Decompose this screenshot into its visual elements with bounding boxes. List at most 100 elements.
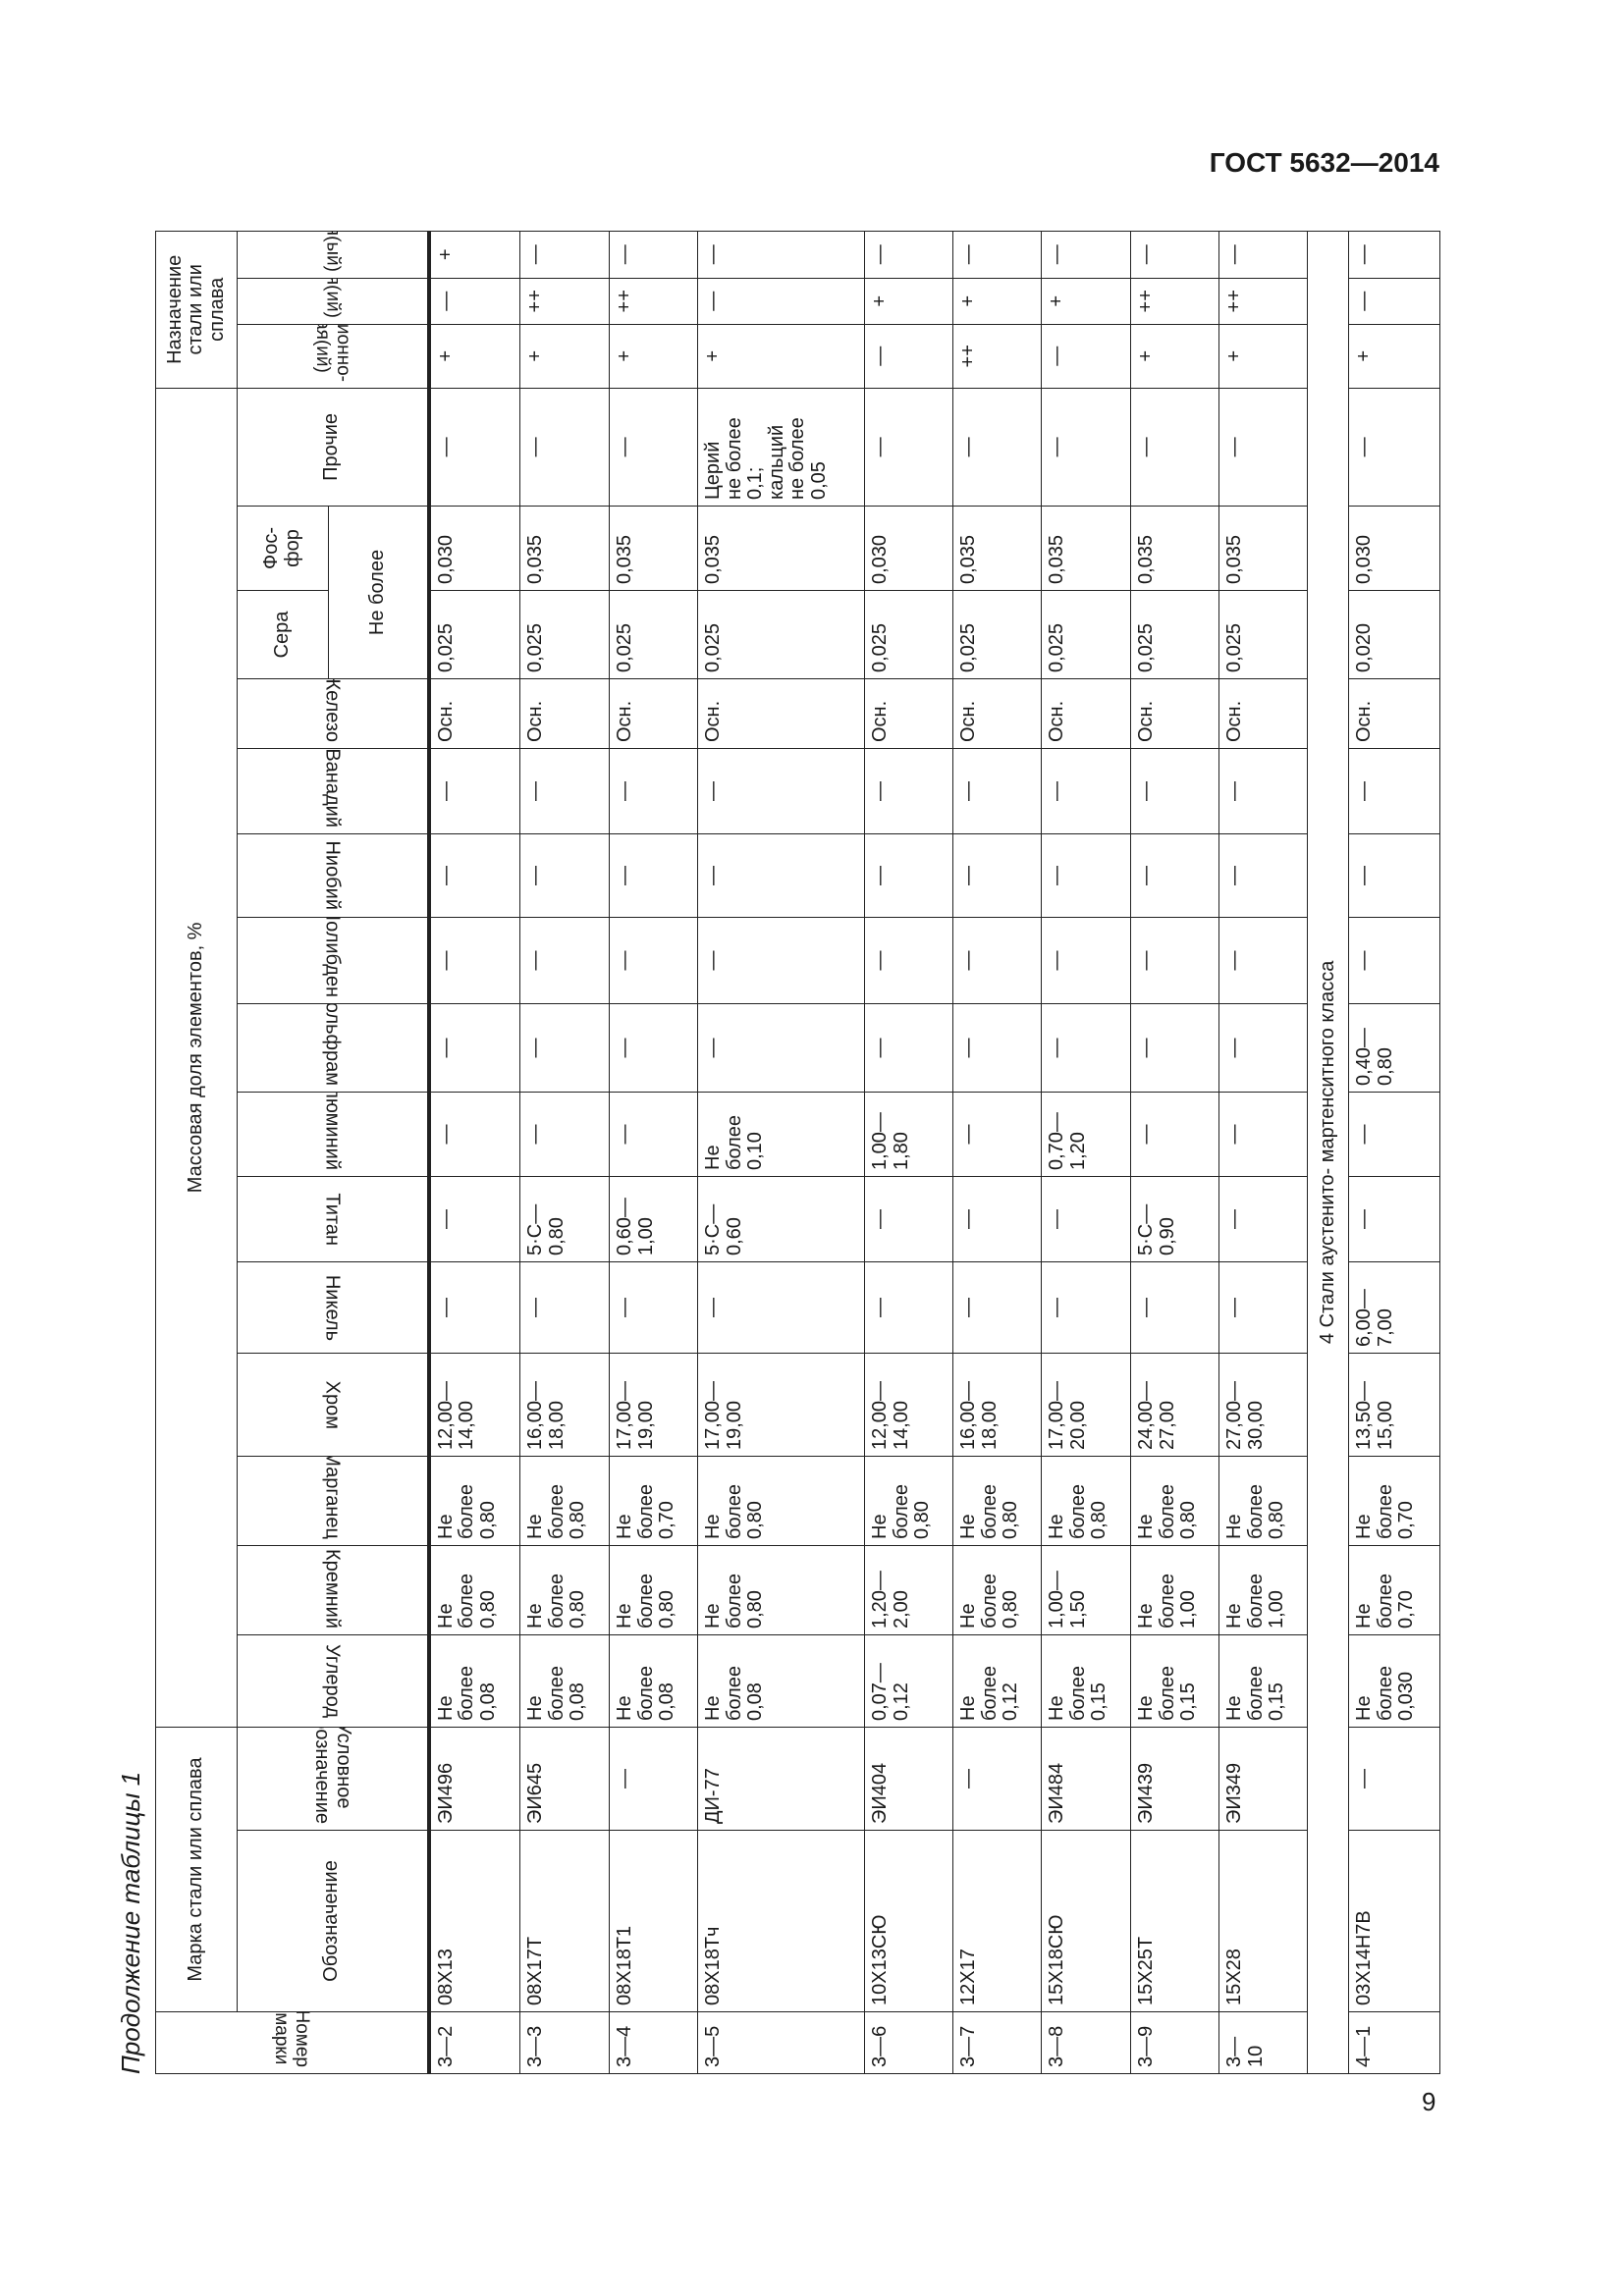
table-cell: Не более 0,80 <box>1041 1456 1131 1546</box>
table-cell: — <box>1130 833 1219 918</box>
table-cell: — <box>864 324 953 389</box>
table-cell: 5·С— 0,80 <box>519 1176 610 1262</box>
table-cell: — <box>952 1092 1042 1177</box>
table-cell: — <box>519 1003 610 1093</box>
table-cell: — <box>519 1261 610 1354</box>
table-cell: 0,035 <box>697 506 865 591</box>
grade-designation-cell: 15Х25Т <box>1130 1830 1219 2012</box>
table-cell: — <box>428 388 520 507</box>
table-cell: Осн. <box>1218 678 1308 749</box>
table-cell: ЭИ645 <box>519 1727 610 1831</box>
table-cell: — <box>952 748 1042 834</box>
table-cell: Не более 0,08 <box>609 1634 698 1728</box>
table-cell: 17,00— 19,00 <box>609 1353 698 1457</box>
table-cell: 16,00— 18,00 <box>519 1353 610 1457</box>
table-cell: — <box>1348 1176 1440 1262</box>
table-cell: — <box>1218 231 1308 279</box>
table-cell: — <box>697 278 865 325</box>
header-molybdenum-label: Молибден <box>322 917 345 998</box>
header-grade: Марка стали или сплава <box>155 1727 238 2012</box>
header-purpose: Назначение стали или сплава <box>155 231 238 389</box>
table-cell: Не более 0,80 <box>519 1456 610 1546</box>
table-cell: — <box>697 917 865 1004</box>
table-cell: Осн. <box>697 678 865 749</box>
table-cell: — <box>1218 1092 1308 1177</box>
table-cell: — <box>609 388 698 507</box>
table-cell: — <box>697 748 865 834</box>
header-titanium-label: Титан <box>322 1193 345 1246</box>
table-cell: 24,00— 27,00 <box>1130 1353 1219 1457</box>
table-cell: — <box>1218 748 1308 834</box>
table-cell: — <box>952 833 1042 918</box>
header-conventional-label: Условное обозначение <box>311 1727 354 1825</box>
table-cell: — <box>1348 833 1440 918</box>
table-cell: + <box>428 231 520 279</box>
grade-designation-cell: 03Х14Н7В <box>1348 1830 1440 2012</box>
header-aluminium: Алюминий <box>237 1092 429 1177</box>
table-cell: Не более 0,70 <box>609 1456 698 1546</box>
table-cell: — <box>1041 1003 1131 1093</box>
header-heat-proof: Жаропрочная(ый) <box>237 231 429 279</box>
grade-designation-cell: 08Х13 <box>428 1830 520 2012</box>
table-cell: 0,60— 1,00 <box>609 1176 698 1262</box>
table-cell: — <box>609 1261 698 1354</box>
table-cell: Осн. <box>1041 678 1131 749</box>
table-cell: 0,025 <box>697 590 865 679</box>
header-other-label: Прочие <box>320 412 343 481</box>
table-row: 4—1 03Х14Н7В — Не более 0,030 Не более 0,70 Н… <box>1348 231 1440 2074</box>
table-cell: 0,030 <box>864 506 953 591</box>
table-cell: + <box>428 324 520 389</box>
header-heat-proof-label: Жаропрочная(ый) <box>322 231 344 272</box>
table-row: 3—8 15Х18СЮ ЭИ484 Не более 0,15 1,00— 1,50 Не… <box>1041 231 1131 2074</box>
table-cell: — <box>1130 1092 1219 1177</box>
table-cell: — <box>609 833 698 918</box>
table-cell: 0,035 <box>1218 506 1308 591</box>
table-cell: Не более 0,80 <box>697 1456 865 1546</box>
table-cell: 0,025 <box>864 590 953 679</box>
table-cell: + <box>1130 324 1219 389</box>
table-cell: 0,035 <box>952 506 1042 591</box>
table-cell: 0,020 <box>1348 590 1440 679</box>
table-cell: — <box>519 1092 610 1177</box>
table-cell: Не более 0,80 <box>1130 1456 1219 1546</box>
header-iron: Железо <box>237 678 429 749</box>
table-row: 3—4 08Х18Т1— Не более 0,08 Не более 0,80 Не … <box>609 231 698 2074</box>
grade-designation-cell: 15Х28 <box>1218 1830 1308 2012</box>
table-cell: — <box>1130 231 1219 279</box>
header-corrosion-label: Коррозионно- стойкая(ий) <box>312 324 353 382</box>
table-row: 3—2 08Х13 ЭИ496 Не более 0,08 Не более 0,80 Н… <box>428 231 520 2074</box>
table-cell: ++ <box>1218 278 1308 325</box>
table-cell: — <box>952 231 1042 279</box>
header-mass-fraction: Массовая доля элементов, % <box>155 388 238 1728</box>
table-cell: + <box>864 278 953 325</box>
table-cell: ++ <box>952 324 1042 389</box>
table-cell: 0,70— 1,20 <box>1041 1092 1131 1177</box>
section-title: 4 Стали аустенито- мартенситного класса <box>1307 231 1349 2074</box>
table-cell: ЭИ349 <box>1218 1727 1308 1831</box>
header-silicon: Кремний <box>237 1545 429 1635</box>
table-cell: 0,025 <box>1130 590 1219 679</box>
header-iron-label: Железо <box>322 678 345 743</box>
table-cell: 0,025 <box>1218 590 1308 679</box>
header-molybdenum: Молибден <box>237 917 429 1004</box>
header-sulfur: Сера <box>237 590 329 679</box>
table-cell: — <box>1041 917 1131 1004</box>
table-cell: — <box>1041 324 1131 389</box>
table-cell: Не более 1,00 <box>1130 1545 1219 1635</box>
table-cell: — <box>1130 1261 1219 1354</box>
table-cell: — <box>609 1727 698 1831</box>
table-cell: ЭИ404 <box>864 1727 953 1831</box>
table-cell: Не более 0,80 <box>697 1545 865 1635</box>
header-tungsten: Вольфрам <box>237 1003 429 1093</box>
table-row: 3—9 15Х25Т ЭИ439 Не более 0,15 Не более 1,00… <box>1130 231 1219 2074</box>
table-cell: — <box>428 1176 520 1262</box>
table-cell: + <box>1348 324 1440 389</box>
table-cell: Не более 0,030 <box>1348 1634 1440 1728</box>
table-cell: Не более 0,15 <box>1130 1634 1219 1728</box>
table-cell: — <box>1218 1261 1308 1354</box>
table-cell: 17,00— 19,00 <box>697 1353 865 1457</box>
table-cell: Не более 1,00 <box>1218 1545 1308 1635</box>
table-cell: — <box>1041 388 1131 507</box>
table-cell: ДИ-77 <box>697 1727 865 1831</box>
table-cell: Не более 0,12 <box>952 1634 1042 1728</box>
